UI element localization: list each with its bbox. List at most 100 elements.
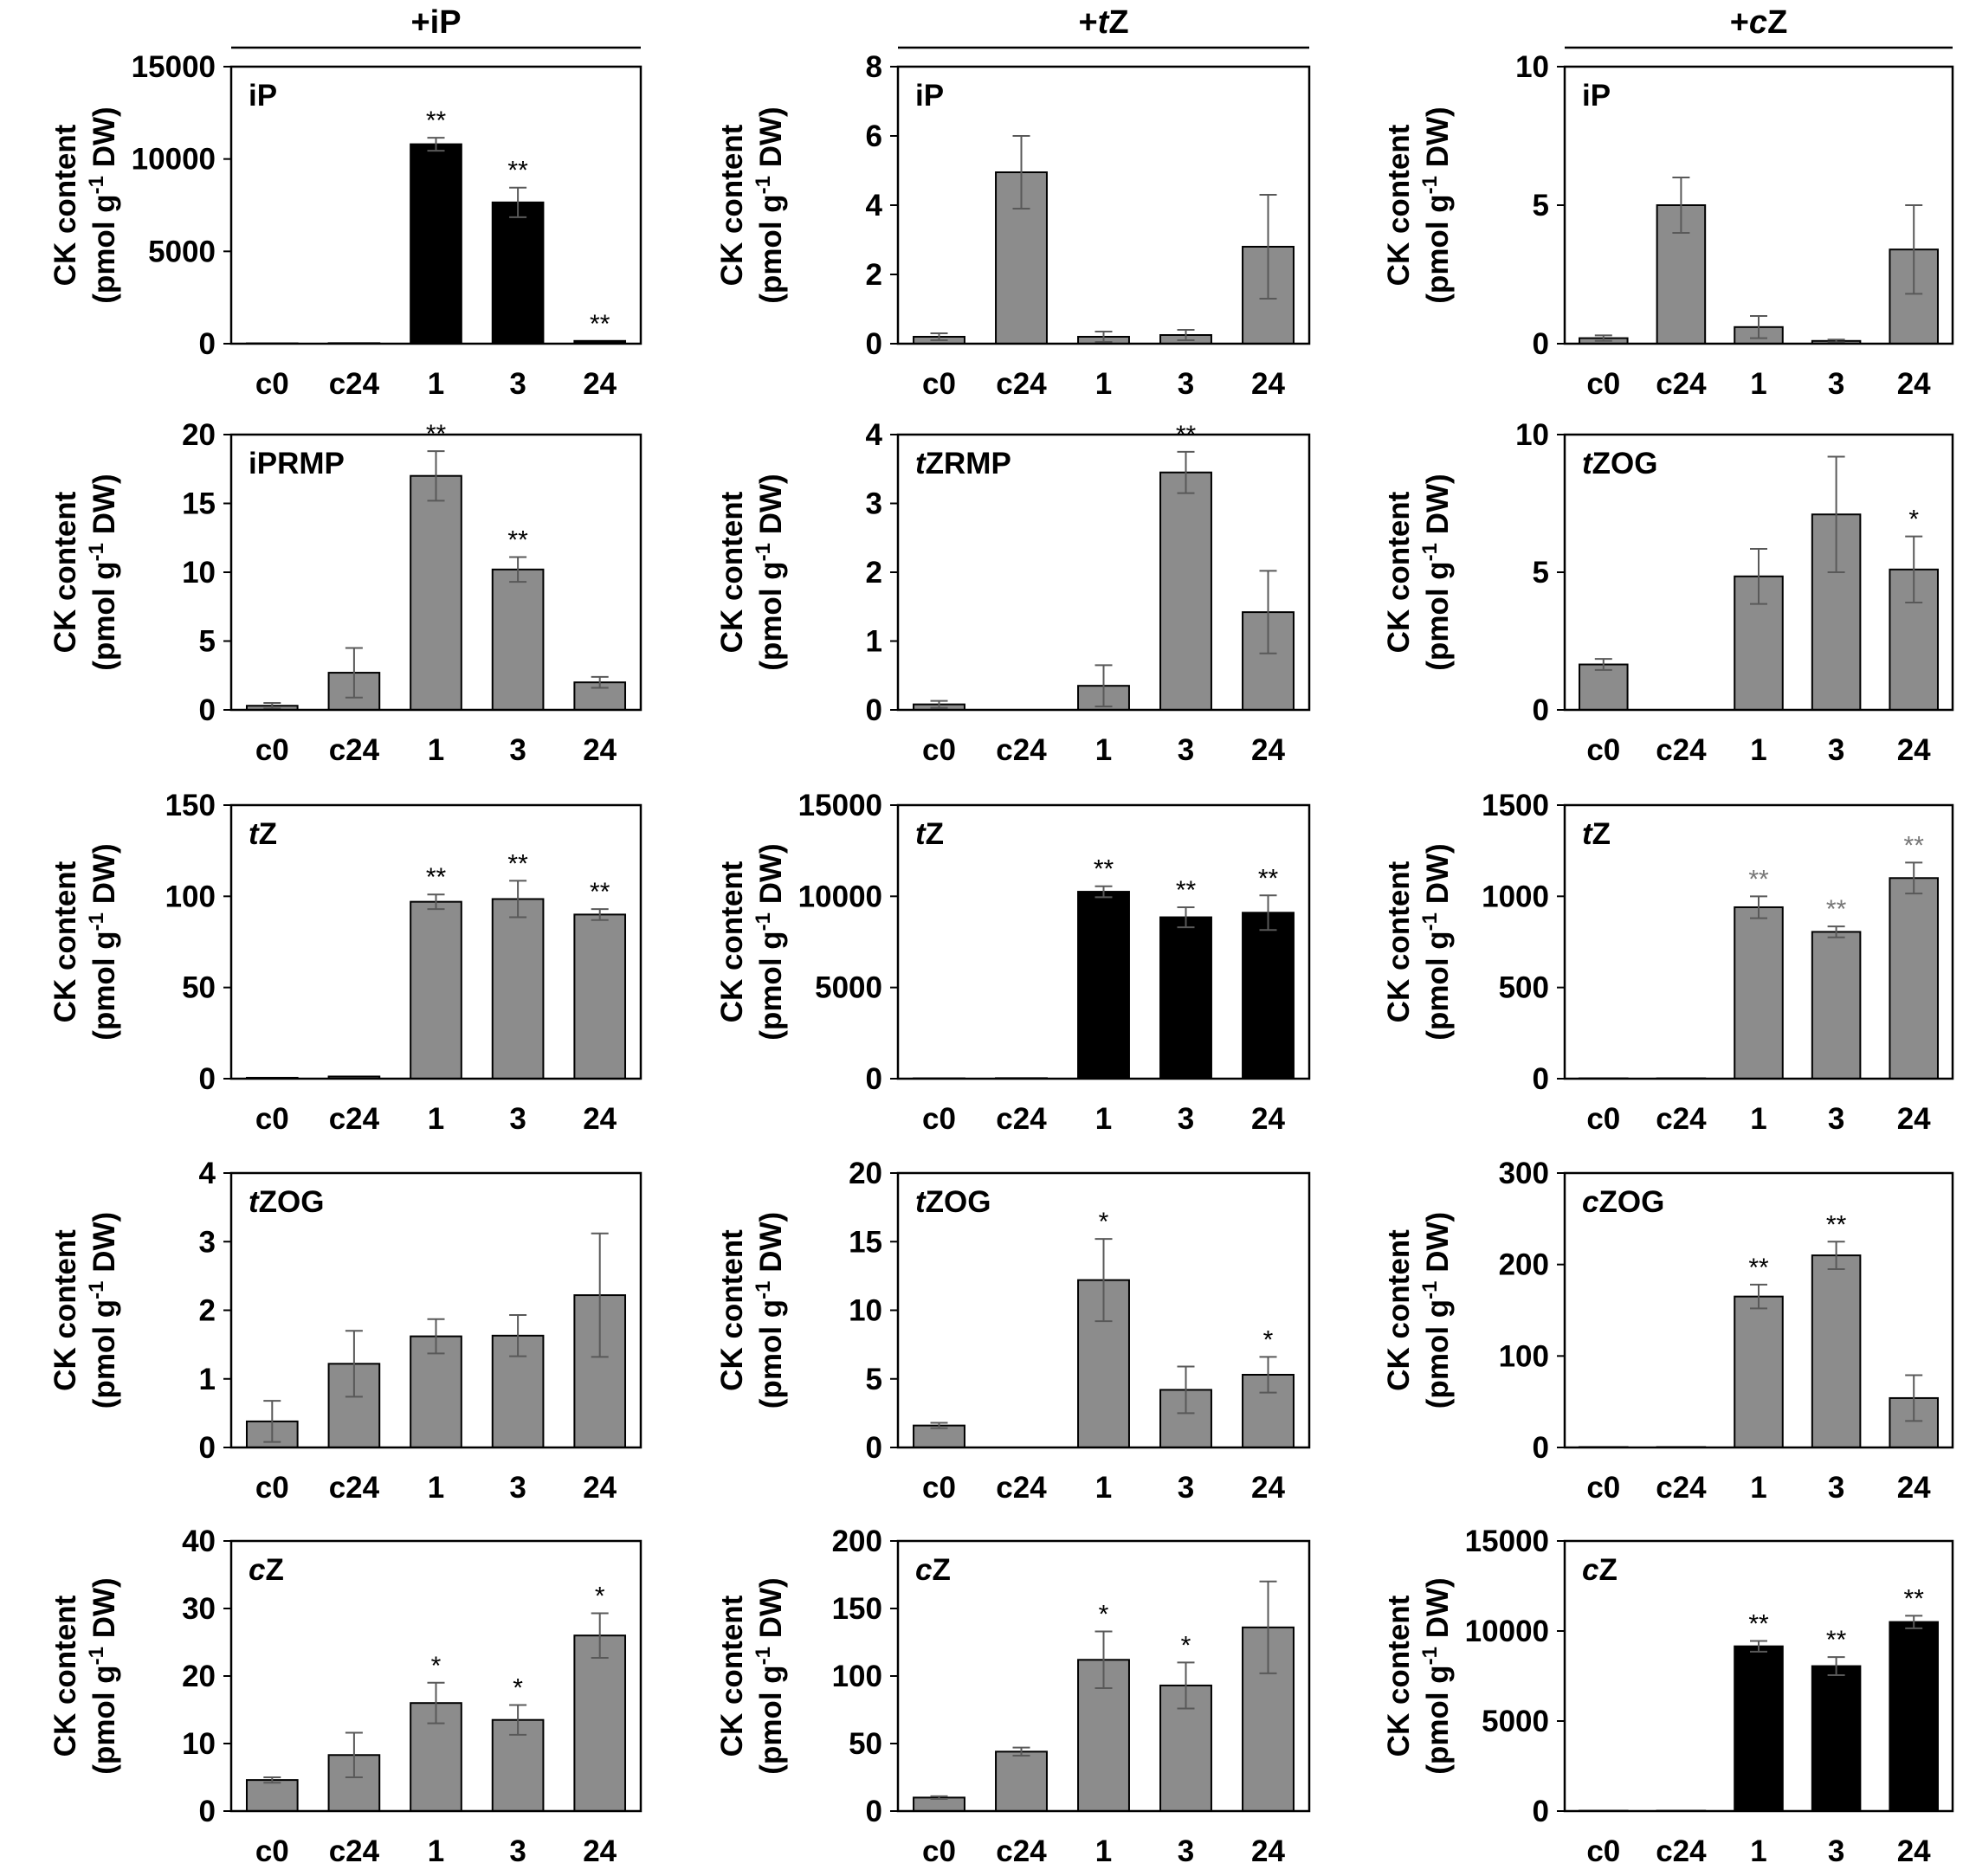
category-label: c0	[922, 1834, 956, 1868]
category-label: c24	[1656, 1834, 1707, 1868]
y-tick-label: 500	[1499, 971, 1549, 1005]
y-tick-label: 10	[1515, 50, 1549, 84]
category-label: c24	[1656, 367, 1707, 401]
y-tick-label: 300	[1499, 1157, 1549, 1190]
y-axis-label-unit: (pmol g	[754, 1665, 788, 1774]
y-axis-label-line2: (pmol g-1 DW)	[1418, 1577, 1456, 1774]
y-axis-label-line1: CK content	[48, 1595, 82, 1757]
significance-label: **	[426, 106, 447, 135]
category-label: 1	[1750, 1834, 1766, 1868]
bar-1	[1734, 1295, 1784, 1449]
y-tick-label: 5000	[148, 235, 216, 268]
y-tick-label: 15000	[132, 50, 216, 84]
y-tick-label: 30	[182, 1592, 216, 1626]
y-axis-label-unit: (pmol g	[1421, 194, 1455, 303]
category-label: 24	[583, 1102, 617, 1136]
y-axis-label-unit: (pmol g	[87, 561, 121, 670]
y-tick-label: 5	[1533, 189, 1549, 222]
panel-title-rest: Z	[932, 1553, 950, 1587]
y-axis-label-suffix: DW)	[87, 843, 121, 912]
y-tick-label: 40	[182, 1525, 216, 1558]
plot-frame	[229, 433, 642, 712]
y-axis-label-sup: -1	[85, 543, 108, 561]
y-tick-label: 0	[199, 693, 216, 727]
significance-label: **	[1176, 876, 1197, 905]
y-axis-label-line1: CK content	[1382, 491, 1416, 653]
category-label: 3	[1828, 1102, 1844, 1136]
y-tick-label: 0	[199, 1431, 216, 1465]
y-axis-label-sup: -1	[752, 543, 775, 561]
y-axis-label-line1: CK content	[48, 861, 82, 1022]
y-tick-label: 0	[1533, 693, 1549, 727]
category-label: 3	[509, 733, 526, 767]
bar-1	[410, 474, 462, 711]
panel-title-italic: t	[915, 1185, 927, 1219]
panel-title: iPRMP	[249, 447, 345, 480]
y-axis-label-sup: -1	[752, 1280, 775, 1299]
panel-title-italic: t	[1582, 817, 1593, 851]
chart-panel-11: CK content (pmol g-1 DW) 0 5 10 15 20 c0 c24 * 1 3 *…	[715, 1157, 1311, 1505]
category-label: 1	[428, 1102, 444, 1136]
bar-24	[573, 913, 627, 1080]
significance-label: **	[1748, 1254, 1769, 1282]
panel-title: iP	[1582, 79, 1611, 113]
significance-label: *	[513, 1674, 523, 1703]
category-label: 24	[1897, 367, 1931, 401]
y-axis-label-sup: -1	[85, 1280, 108, 1299]
bar-3	[1811, 1665, 1862, 1813]
category-label: c24	[1656, 733, 1707, 767]
category-label: c0	[922, 733, 956, 767]
y-axis-label-line2: (pmol g-1 DW)	[1418, 1212, 1456, 1409]
significance-label: *	[1099, 1208, 1109, 1236]
panel-title-rest: ZOG	[1592, 447, 1658, 480]
category-label: c24	[329, 1102, 380, 1136]
y-tick-label: 0	[199, 1795, 216, 1828]
y-axis-label-unit: (pmol g	[87, 1299, 121, 1409]
significance-label: *	[1099, 1601, 1109, 1629]
bar-1	[410, 900, 462, 1080]
y-axis-label-line1: CK content	[715, 124, 749, 286]
plot-frame	[896, 1539, 1311, 1813]
significance-label: **	[1748, 1609, 1769, 1638]
chart-panel-1: CK content (pmol g-1 DW) 0 5000 10000 15000 c0…	[48, 50, 642, 401]
column-header-italic: c	[1749, 4, 1767, 41]
y-axis-label-line2: (pmol g-1 DW)	[752, 474, 789, 670]
significance-label: **	[507, 849, 528, 878]
category-label: 1	[428, 1471, 444, 1505]
bar-c0	[245, 1779, 299, 1813]
y-tick-label: 0	[1533, 327, 1549, 361]
y-tick-label: 0	[866, 1795, 882, 1828]
y-tick-label: 1	[866, 625, 882, 659]
y-axis-label-unit: (pmol g	[1421, 561, 1455, 670]
y-tick-label: 5000	[815, 971, 882, 1005]
panel-title: iP	[249, 79, 277, 113]
significance-label: **	[1904, 1584, 1925, 1613]
panel-title: tZ	[915, 817, 944, 851]
y-tick-label: 5	[199, 625, 216, 659]
bar-24	[1889, 1396, 1939, 1448]
y-axis-label-line2: (pmol g-1 DW)	[85, 1577, 122, 1774]
category-label: 24	[1251, 1102, 1285, 1136]
significance-label: **	[507, 157, 528, 185]
y-axis-label-sup: -1	[752, 176, 775, 194]
category-label: 24	[1251, 367, 1285, 401]
category-label: c0	[1586, 367, 1620, 401]
y-tick-label: 3	[866, 487, 882, 521]
category-label: 3	[1178, 1102, 1194, 1136]
panel-title: tZ	[1582, 817, 1611, 851]
panel-title-rest: ZOG	[926, 1185, 991, 1219]
significance-label: **	[1826, 895, 1847, 924]
bar-24	[573, 1634, 627, 1812]
y-axis-label-suffix: DW)	[754, 1577, 788, 1647]
category-label: 24	[1897, 1471, 1931, 1505]
significance-label: **	[1904, 831, 1925, 860]
panel-title: cZ	[915, 1553, 951, 1587]
significance-label: **	[507, 526, 528, 555]
y-axis-label-suffix: DW)	[754, 1212, 788, 1281]
bar-3	[1159, 471, 1212, 711]
panel-title-rest: iP	[915, 79, 944, 113]
bar-24	[1889, 1621, 1939, 1812]
category-label: 1	[1750, 1471, 1766, 1505]
y-tick-label: 20	[182, 418, 216, 452]
panel-title-rest: iPRMP	[249, 447, 345, 480]
